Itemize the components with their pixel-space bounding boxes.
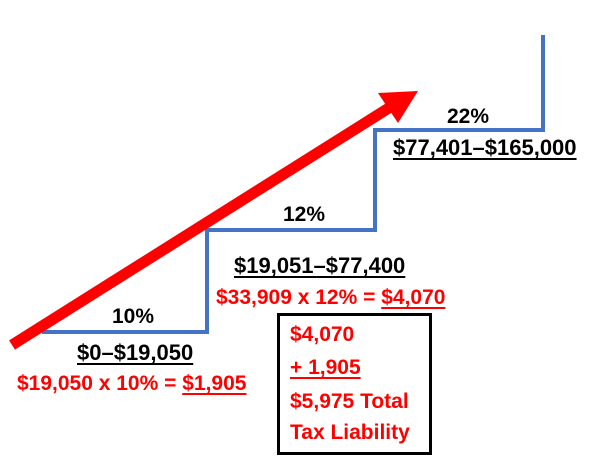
summary-line-4: Tax Liability xyxy=(290,421,410,444)
bracket-1-calc-result: $1,905 xyxy=(182,372,247,395)
progression-arrow-icon xyxy=(9,91,418,350)
bracket-3-range: $77,401–$165,000 xyxy=(393,135,577,160)
bracket-2-range: $19,051–$77,400 xyxy=(234,253,406,278)
tax-bracket-staircase xyxy=(42,35,545,334)
bracket-1-calc-prefix: $19,050 x 10% = xyxy=(17,372,183,395)
summary-line-1: $4,070 xyxy=(290,323,355,346)
bracket-3-rate: 22% xyxy=(447,105,490,128)
summary-line-3: $5,975 Total xyxy=(290,390,409,413)
bracket-1-range: $0–$19,050 xyxy=(77,340,194,365)
bracket-2-calc-result: $4,070 xyxy=(381,286,446,309)
bracket-2-rate: 12% xyxy=(283,203,326,226)
bracket-2-calculation: $33,909 x 12% = $4,070 xyxy=(216,287,445,308)
summary-line-2: + 1,905 xyxy=(290,356,361,379)
bracket-1-rate: 10% xyxy=(112,305,155,328)
bracket-2-calc-prefix: $33,909 x 12% = xyxy=(216,286,382,309)
total-tax-summary-box: $4,070 + 1,905 $5,975 Total Tax Liabilit… xyxy=(277,313,432,455)
bracket-1-calculation: $19,050 x 10% = $1,905 xyxy=(17,373,246,394)
